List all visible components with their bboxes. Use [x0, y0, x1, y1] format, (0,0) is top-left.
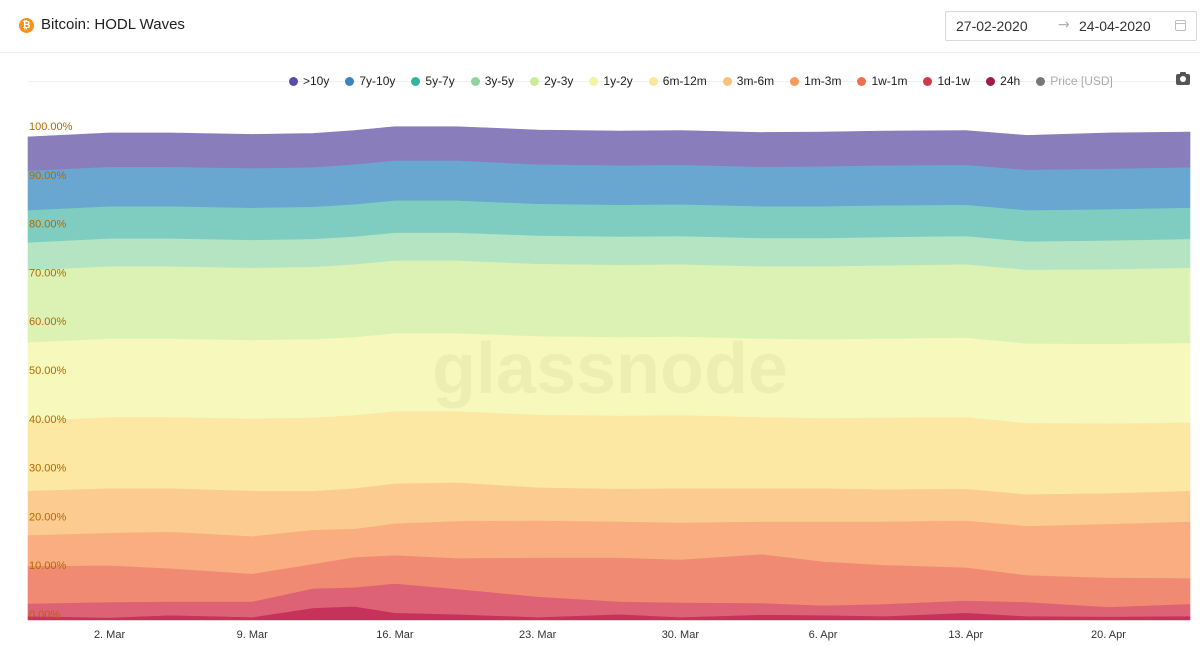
legend-dot: [470, 76, 480, 86]
calendar-icon[interactable]: [1175, 20, 1186, 31]
y-tick-label: 90.00%: [29, 170, 67, 182]
legend-label: 1m-3m: [804, 74, 842, 88]
legend-dot: [790, 76, 800, 86]
legend-dot: [722, 76, 732, 86]
legend-item[interactable]: 1d-1w: [923, 74, 970, 88]
legend-dot: [923, 76, 933, 86]
legend-item[interactable]: >10y: [289, 74, 329, 88]
y-tick-label: 20.00%: [29, 511, 67, 523]
legend-dot: [986, 76, 996, 86]
legend-item[interactable]: 1w-1m: [857, 74, 907, 88]
date-end-input[interactable]: 24-04-2020: [1079, 18, 1151, 34]
legend-item[interactable]: Price [USD]: [1036, 74, 1113, 88]
legend-item[interactable]: 2y-3y: [530, 74, 573, 88]
legend-divider: [28, 81, 1190, 82]
camera-icon[interactable]: [1176, 72, 1190, 85]
date-range-picker[interactable]: 27-02-2020 → 24-04-2020: [945, 11, 1197, 41]
legend-dot: [857, 76, 867, 86]
chart-area: >10y 7y-10y 5y-7y 3y-5y 2y-3y 1y-2y 6m-12m 3m-6…: [0, 53, 1200, 646]
legend-label: 1d-1w: [937, 74, 971, 88]
x-tick-label: 23. Mar: [519, 629, 557, 641]
legend-item[interactable]: 3y-5y: [470, 74, 515, 88]
series-area-6m-12m: [27, 410, 1191, 495]
y-tick-label: 60.00%: [29, 316, 67, 328]
legend-dot: [648, 76, 658, 86]
y-tick-label: 50.00%: [29, 365, 67, 377]
legend-item[interactable]: 3m-6m: [722, 74, 775, 88]
legend-item[interactable]: 24h: [986, 74, 1020, 88]
legend-item[interactable]: 1m-3m: [790, 74, 841, 88]
legend-label: >10y: [303, 74, 330, 88]
legend-label: 5y-7y: [425, 74, 455, 88]
legend-label: 1w-1m: [871, 74, 908, 88]
y-tick-label: 40.00%: [29, 414, 67, 426]
chart-header: ₿ Bitcoin: HODL Waves 27-02-2020 → 24-04…: [0, 0, 1200, 53]
x-tick-label: 9. Mar: [237, 629, 269, 641]
legend-label: 1y-2y: [603, 74, 633, 88]
x-tick-label: 2. Mar: [94, 629, 126, 641]
legend-label: 3y-5y: [484, 74, 515, 88]
watermark-text: glassnode: [432, 329, 788, 409]
legend-dot: [589, 76, 599, 86]
legend-label: 7y-10y: [359, 74, 396, 88]
y-tick-label: 0.00%: [29, 609, 60, 621]
legend-item[interactable]: 7y-10y: [345, 74, 395, 88]
x-tick-label: 30. Mar: [662, 629, 700, 641]
legend-label: 6m-12m: [662, 74, 707, 88]
legend-item[interactable]: 5y-7y: [411, 74, 455, 88]
series-area-10y: [27, 126, 1191, 171]
arrow-right-icon: →: [1058, 17, 1070, 33]
hodl-waves-chart: glassnode 0.00% 10.00% 20.00% 30.00% 40.00% 50…: [27, 121, 1191, 641]
y-tick-label: 10.00%: [29, 560, 67, 572]
x-tick-label: 13. Apr: [948, 629, 983, 641]
legend-dot: [411, 76, 421, 86]
legend-dot: [530, 76, 540, 86]
legend-item[interactable]: 6m-12m: [648, 74, 707, 88]
y-tick-label: 30.00%: [29, 463, 67, 475]
y-tick-label: 100.00%: [29, 121, 73, 133]
legend-label: Price [USD]: [1050, 74, 1113, 88]
legend-dot: [345, 76, 355, 86]
legend-dot: [1036, 76, 1046, 86]
area-series-group: [27, 126, 1191, 621]
legend-dot: [289, 76, 298, 86]
bitcoin-icon: ₿: [19, 18, 34, 33]
chart-legend: >10y 7y-10y 5y-7y 3y-5y 2y-3y 1y-2y 6m-12m 3m-6…: [289, 73, 1125, 89]
legend-label: 2y-3y: [544, 74, 574, 88]
legend-label: 3m-6m: [736, 74, 775, 88]
x-tick-label: 20. Apr: [1091, 629, 1126, 641]
chart-title: Bitcoin: HODL Waves: [41, 16, 185, 33]
y-tick-label: 80.00%: [29, 219, 67, 231]
date-start-input[interactable]: 27-02-2020: [956, 18, 1028, 34]
x-tick-label: 16. Mar: [376, 629, 414, 641]
legend-item[interactable]: 1y-2y: [589, 74, 633, 88]
x-tick-label: 6. Apr: [809, 629, 838, 641]
legend-label: 24h: [1000, 74, 1021, 88]
y-tick-label: 70.00%: [29, 267, 67, 279]
